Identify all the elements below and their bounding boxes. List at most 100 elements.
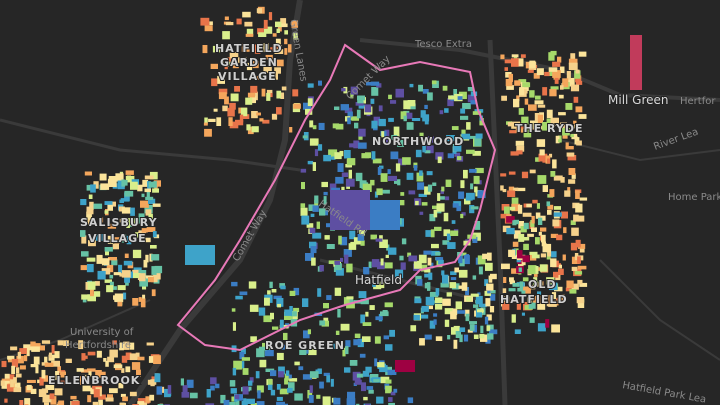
building <box>1 360 7 368</box>
building <box>441 270 445 276</box>
building <box>259 118 264 122</box>
building <box>415 200 419 206</box>
building <box>94 281 100 286</box>
building <box>554 286 563 292</box>
building <box>407 100 416 107</box>
building <box>528 302 536 309</box>
building <box>505 79 513 87</box>
building <box>371 151 376 160</box>
building <box>535 237 540 245</box>
building <box>235 295 243 300</box>
building <box>59 380 67 385</box>
building <box>442 274 449 284</box>
building <box>107 394 113 400</box>
building <box>118 383 124 389</box>
building <box>99 173 107 181</box>
building <box>368 261 372 269</box>
building <box>511 203 521 212</box>
building <box>568 179 576 184</box>
building <box>529 317 535 323</box>
building <box>529 169 536 174</box>
building <box>87 368 96 372</box>
building <box>466 122 471 130</box>
building <box>474 186 478 193</box>
building <box>474 138 482 147</box>
building <box>442 85 448 91</box>
building <box>144 204 153 214</box>
building <box>475 295 483 305</box>
building <box>256 401 265 405</box>
building <box>500 185 504 191</box>
building <box>477 292 481 296</box>
building <box>140 200 149 208</box>
building <box>334 263 342 271</box>
building <box>466 296 472 302</box>
building <box>248 380 253 386</box>
building <box>88 194 93 199</box>
building <box>208 118 216 122</box>
building <box>537 114 543 124</box>
building <box>542 243 552 253</box>
building <box>540 234 546 243</box>
building <box>256 348 265 358</box>
building <box>119 402 126 405</box>
building <box>489 306 495 313</box>
building <box>388 94 392 100</box>
building <box>400 111 407 120</box>
building <box>340 236 348 246</box>
building <box>571 173 576 179</box>
building <box>558 268 564 275</box>
building <box>289 127 293 133</box>
building <box>323 196 327 205</box>
building <box>523 128 532 138</box>
building <box>24 355 28 362</box>
building <box>333 397 341 405</box>
building <box>518 221 524 229</box>
building <box>462 103 471 110</box>
building <box>290 311 297 317</box>
building <box>523 243 529 250</box>
building <box>314 195 319 204</box>
building <box>534 100 544 105</box>
building <box>107 223 117 229</box>
building <box>150 379 155 387</box>
building <box>107 235 113 244</box>
building <box>440 190 444 194</box>
building <box>418 193 427 197</box>
building <box>460 213 464 219</box>
building <box>474 221 481 230</box>
building <box>447 335 451 340</box>
building <box>388 175 397 181</box>
building <box>15 373 22 378</box>
building <box>323 154 331 162</box>
building <box>365 311 369 317</box>
building <box>400 262 406 270</box>
building <box>461 129 466 136</box>
building <box>547 158 551 164</box>
building <box>146 227 156 232</box>
building <box>153 271 161 280</box>
building <box>394 179 399 184</box>
building <box>152 231 157 238</box>
building <box>231 281 238 287</box>
building <box>527 233 534 237</box>
building <box>126 235 132 245</box>
building <box>44 402 49 405</box>
building <box>121 270 131 278</box>
building <box>554 77 559 84</box>
place-label: Hatfield <box>355 273 402 287</box>
building <box>413 314 420 321</box>
building <box>156 386 163 395</box>
building <box>113 272 121 276</box>
building <box>146 342 154 346</box>
building <box>98 217 104 223</box>
building <box>321 320 329 327</box>
building <box>457 156 462 161</box>
building <box>256 76 264 80</box>
building <box>528 104 537 111</box>
building <box>576 137 580 141</box>
building <box>353 237 361 245</box>
building <box>427 92 433 101</box>
building <box>150 245 157 249</box>
building <box>568 168 576 175</box>
